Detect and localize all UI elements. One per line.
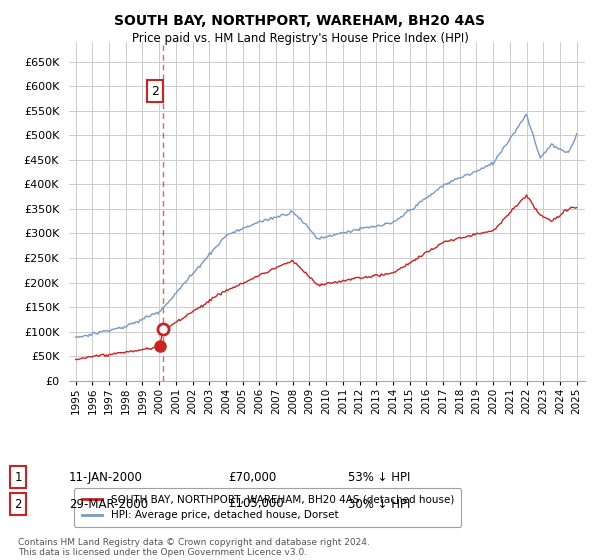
Text: 2: 2	[151, 85, 159, 97]
Text: 30% ↓ HPI: 30% ↓ HPI	[348, 497, 410, 511]
Text: SOUTH BAY, NORTHPORT, WAREHAM, BH20 4AS: SOUTH BAY, NORTHPORT, WAREHAM, BH20 4AS	[115, 14, 485, 28]
Text: 53% ↓ HPI: 53% ↓ HPI	[348, 470, 410, 484]
Text: 11-JAN-2000: 11-JAN-2000	[69, 470, 143, 484]
Text: 1: 1	[14, 470, 22, 484]
Text: Contains HM Land Registry data © Crown copyright and database right 2024.
This d: Contains HM Land Registry data © Crown c…	[18, 538, 370, 557]
Legend: SOUTH BAY, NORTHPORT, WAREHAM, BH20 4AS (detached house), HPI: Average price, de: SOUTH BAY, NORTHPORT, WAREHAM, BH20 4AS …	[74, 488, 461, 528]
Text: 2: 2	[14, 497, 22, 511]
Text: 29-MAR-2000: 29-MAR-2000	[69, 497, 148, 511]
Text: £70,000: £70,000	[228, 470, 276, 484]
Text: Price paid vs. HM Land Registry's House Price Index (HPI): Price paid vs. HM Land Registry's House …	[131, 32, 469, 45]
Text: £105,000: £105,000	[228, 497, 284, 511]
